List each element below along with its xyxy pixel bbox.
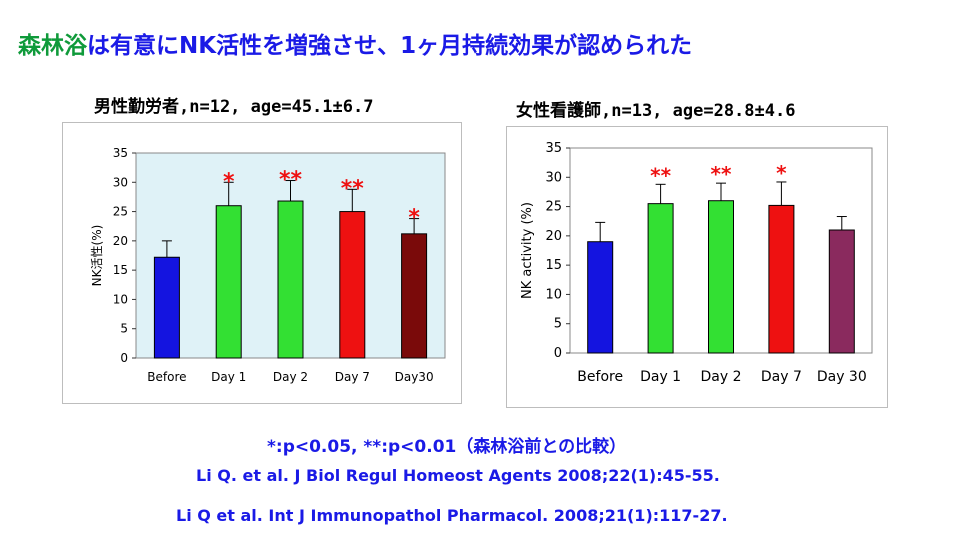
chart-women-bar <box>768 204 795 354</box>
reference-1: Li Q. et al. J Biol Regul Homeost Agents… <box>196 466 720 485</box>
chart-men-significance-mark: * <box>408 206 420 231</box>
chart-women-bar <box>828 229 855 354</box>
chart-men-bar <box>401 233 428 359</box>
slide-title-highlight: 森林浴 <box>18 33 87 59</box>
chart-men-ytick-label: 25 <box>113 205 128 219</box>
chart-women-ylabel: NK activity (%) <box>520 202 535 299</box>
chart-men-bar <box>339 211 366 359</box>
chart-women-bar <box>587 241 614 354</box>
chart-women-ytick-label: 15 <box>545 258 562 273</box>
chart-men-ytick-label: 20 <box>113 234 128 248</box>
chart-women-ytick-label: 0 <box>554 346 562 361</box>
chart-men-category-label: Day 2 <box>273 370 308 384</box>
chart-women-bar <box>708 200 734 354</box>
chart-men-category-label: Day 7 <box>335 370 370 384</box>
chart-women-ytick-label: 5 <box>554 317 562 332</box>
chart-men-ytick-label: 30 <box>113 175 128 189</box>
chart-men-significance-mark: * <box>223 169 235 194</box>
chart-men-category-label: Day 1 <box>211 370 246 384</box>
chart-women-bar <box>647 203 674 354</box>
chart-women-category-label: Day 30 <box>817 369 867 385</box>
chart-men-category-label: Before <box>147 370 186 384</box>
significance-note: *:p<0.05, **:p<0.01（森林浴前との比較） <box>267 437 627 457</box>
chart-women-category-label: Day 1 <box>640 369 681 385</box>
chart-men-significance-mark: ** <box>279 168 303 193</box>
chart-men-category-label: Day30 <box>395 370 434 384</box>
chart-women-significance-mark: ** <box>711 162 732 186</box>
chart-title-women: 女性看護師,n=13, age=28.8±4.6 <box>516 101 796 121</box>
chart-men-bar <box>215 205 242 359</box>
chart-women-category-label: Day 2 <box>700 369 741 385</box>
slide-title: 森林浴は有意にNK活性を増強させ、1ヶ月持続効果が認められた <box>18 26 692 60</box>
chart-men-ytick-label: 35 <box>113 146 128 160</box>
chart-women-significance-mark: * <box>776 161 787 185</box>
chart-women-ytick-label: 25 <box>545 200 562 215</box>
chart-women-ytick-label: 30 <box>545 170 562 185</box>
chart-men-significance-mark: ** <box>341 176 365 201</box>
chart-women-ytick-label: 35 <box>545 141 562 156</box>
chart-men-ytick-label: 0 <box>120 351 128 365</box>
chart-women-ytick-label: 10 <box>545 287 562 302</box>
chart-men-ylabel: NK活性(%) <box>90 225 104 287</box>
chart-women: 0 5 10 15 20 25 30 35 NK activity (%) Before ** Day… <box>520 141 873 385</box>
chart-box-women: 0 5 10 15 20 25 30 35 NK activity (%) Before ** Day… <box>506 126 888 408</box>
slide-title-rest: は有意にNK活性を増強させ、1ヶ月持続効果が認められた <box>87 33 693 59</box>
chart-box-men: 0 5 10 15 20 25 30 35 NK活性(%) Before * Day 1 ** Day 2… <box>62 122 462 404</box>
chart-title-men: 男性勤労者,n=12, age=45.1±6.7 <box>94 97 374 117</box>
chart-men: 0 5 10 15 20 25 30 35 NK活性(%) Before * Day 1 ** Day 2… <box>90 146 446 384</box>
reference-2: Li Q et al. Int J Immunopathol Pharmacol… <box>176 506 728 525</box>
chart-women-category-label: Day 7 <box>761 369 802 385</box>
chart-women-significance-mark: ** <box>650 163 671 187</box>
chart-men-ytick-label: 15 <box>113 263 128 277</box>
chart-women-ytick-label: 20 <box>545 229 562 244</box>
chart-men-ytick-label: 5 <box>120 322 128 336</box>
chart-men-bar <box>153 256 180 359</box>
chart-men-ytick-label: 10 <box>113 292 128 306</box>
chart-men-bar <box>277 200 304 359</box>
chart-women-category-label: Before <box>577 369 623 385</box>
